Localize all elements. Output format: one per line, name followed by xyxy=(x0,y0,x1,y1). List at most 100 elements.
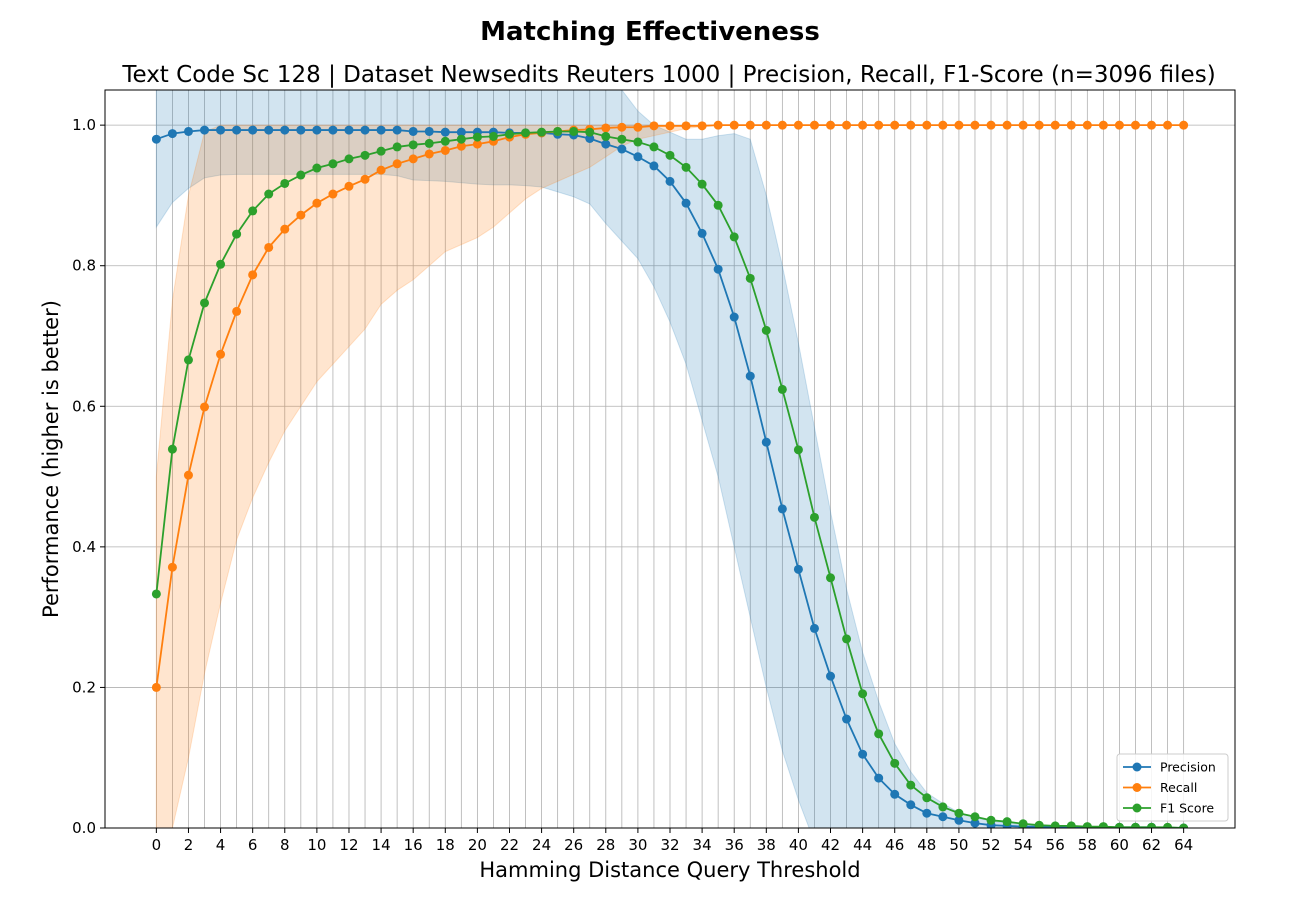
point-f1-score xyxy=(488,131,498,141)
point-precision xyxy=(938,812,948,822)
point-f1-score xyxy=(890,758,900,768)
point-f1-score xyxy=(826,573,836,583)
point-precision xyxy=(424,126,434,136)
series-lines xyxy=(151,120,1189,828)
x-tick-label: 64 xyxy=(1174,836,1193,854)
x-tick-label: 52 xyxy=(981,836,1000,854)
point-recall xyxy=(665,121,675,131)
x-tick-label: 20 xyxy=(468,836,487,854)
point-recall xyxy=(1050,120,1060,130)
point-f1-score xyxy=(151,589,161,599)
point-f1-score xyxy=(424,138,434,148)
chart-title: Matching Effectiveness xyxy=(480,17,820,47)
point-f1-score xyxy=(777,384,787,394)
point-precision xyxy=(617,144,627,154)
point-precision xyxy=(793,564,803,574)
point-f1-score xyxy=(681,162,691,172)
point-recall xyxy=(681,121,691,131)
point-precision xyxy=(890,789,900,799)
point-f1-score xyxy=(713,200,723,210)
point-recall xyxy=(761,120,771,130)
y-tick-label: 1.0 xyxy=(72,116,96,134)
point-f1-score xyxy=(938,802,948,812)
point-recall xyxy=(1002,120,1012,130)
x-tick-label: 58 xyxy=(1078,836,1097,854)
point-recall xyxy=(938,120,948,130)
x-tick-label: 24 xyxy=(532,836,551,854)
x-tick-label: 54 xyxy=(1014,836,1033,854)
y-tick-label: 0.8 xyxy=(72,257,96,275)
point-recall xyxy=(986,120,996,130)
x-tick-label: 28 xyxy=(596,836,615,854)
point-recall xyxy=(200,402,210,412)
point-recall xyxy=(344,181,354,191)
legend-marker xyxy=(1132,783,1142,792)
point-f1-score xyxy=(1130,822,1140,828)
point-f1-score xyxy=(472,132,482,142)
point-recall xyxy=(745,120,755,130)
point-f1-score xyxy=(537,127,547,137)
x-tick-label: 6 xyxy=(248,836,258,854)
x-tick-label: 2 xyxy=(184,836,194,854)
point-precision xyxy=(665,176,675,186)
point-f1-score xyxy=(842,634,852,644)
point-recall xyxy=(472,139,482,149)
point-f1-score xyxy=(649,142,659,152)
point-recall xyxy=(793,120,803,130)
point-precision xyxy=(167,129,177,139)
point-precision xyxy=(392,125,402,135)
point-recall xyxy=(601,123,611,133)
x-tick-label: 16 xyxy=(404,836,423,854)
point-f1-score xyxy=(1147,822,1157,828)
point-recall xyxy=(328,189,338,199)
x-tick-label: 50 xyxy=(949,836,968,854)
point-f1-score xyxy=(1050,821,1060,828)
point-f1-score xyxy=(232,229,242,239)
point-f1-score xyxy=(504,129,514,139)
x-tick-label: 26 xyxy=(564,836,583,854)
point-recall xyxy=(1018,120,1028,130)
x-tick-label: 40 xyxy=(789,836,808,854)
point-f1-score xyxy=(1018,819,1028,828)
point-precision xyxy=(264,125,274,135)
point-precision xyxy=(906,800,916,810)
point-f1-score xyxy=(1163,822,1173,828)
x-tick-label: 56 xyxy=(1046,836,1065,854)
point-precision xyxy=(954,815,964,825)
point-f1-score xyxy=(729,232,739,242)
point-recall xyxy=(649,121,659,131)
point-f1-score xyxy=(553,126,563,136)
point-recall xyxy=(1098,120,1108,130)
point-precision xyxy=(280,125,290,135)
x-axis: 0 2 4 6 8 10 12 14 16 18 20 22 24 26 28 30 32 34 36 38 40 42 4… xyxy=(152,828,1193,854)
x-tick-label: 12 xyxy=(339,836,358,854)
point-recall xyxy=(633,122,643,132)
grid xyxy=(105,90,1235,829)
point-precision xyxy=(761,437,771,447)
point-recall xyxy=(424,149,434,159)
point-precision xyxy=(296,125,306,135)
point-f1-score xyxy=(216,259,226,269)
point-precision xyxy=(151,134,161,144)
point-precision xyxy=(681,198,691,208)
point-recall xyxy=(264,242,274,252)
point-recall xyxy=(376,165,386,175)
x-tick-label: 34 xyxy=(693,836,712,854)
point-recall xyxy=(1147,120,1157,130)
point-f1-score xyxy=(906,780,916,790)
point-recall xyxy=(729,120,739,130)
x-tick-label: 32 xyxy=(660,836,679,854)
point-recall xyxy=(216,349,226,359)
point-f1-score xyxy=(360,150,370,160)
point-recall xyxy=(1130,120,1140,130)
point-f1-score xyxy=(1002,817,1012,827)
x-axis-label: Hamming Distance Query Threshold xyxy=(479,858,860,882)
point-recall xyxy=(456,141,466,151)
x-tick-label: 10 xyxy=(307,836,326,854)
point-recall xyxy=(296,210,306,220)
point-f1-score xyxy=(296,170,306,180)
point-recall xyxy=(954,120,964,130)
y-tick-label: 0.0 xyxy=(72,819,96,837)
point-recall xyxy=(713,120,723,130)
x-tick-label: 14 xyxy=(372,836,391,854)
